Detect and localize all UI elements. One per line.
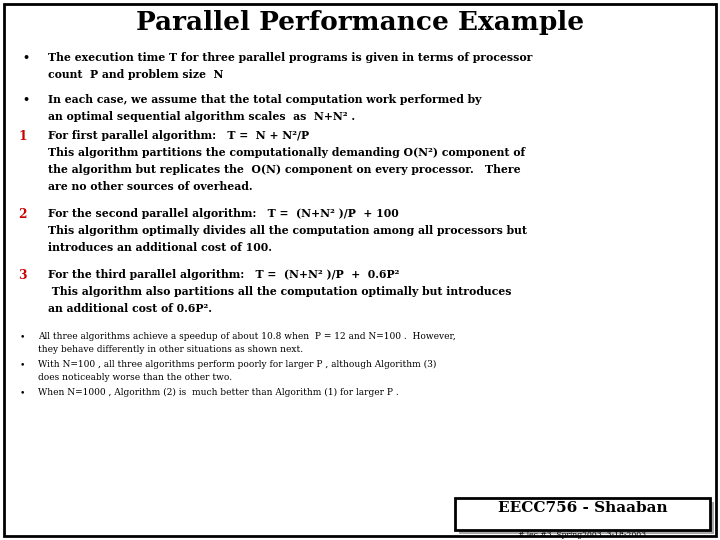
Text: EECC756 - Shaaban: EECC756 - Shaaban bbox=[498, 501, 667, 515]
Bar bbox=[455, 498, 710, 530]
Text: introduces an additional cost of 100.: introduces an additional cost of 100. bbox=[48, 242, 272, 253]
Text: •: • bbox=[22, 52, 29, 63]
Text: 2: 2 bbox=[18, 208, 27, 221]
Text: For first parallel algorithm:   T =  N + N²/P: For first parallel algorithm: T = N + N²… bbox=[48, 130, 309, 141]
Text: they behave differently in other situations as shown next.: they behave differently in other situati… bbox=[38, 345, 303, 354]
Text: count  P and problem size  N: count P and problem size N bbox=[48, 69, 223, 80]
Text: Parallel Performance Example: Parallel Performance Example bbox=[136, 10, 584, 35]
Text: 3: 3 bbox=[18, 269, 27, 282]
Bar bbox=[459, 502, 714, 534]
Text: an optimal sequential algorithm scales  as  N+N² .: an optimal sequential algorithm scales a… bbox=[48, 111, 355, 122]
Text: When N=1000 , Algorithm (2) is  much better than Algorithm (1) for larger P .: When N=1000 , Algorithm (2) is much bett… bbox=[38, 388, 399, 397]
Text: •: • bbox=[22, 94, 29, 105]
Text: the algorithm but replicates the  O(N) component on every processor.   There: the algorithm but replicates the O(N) co… bbox=[48, 164, 521, 175]
Text: •: • bbox=[20, 332, 25, 341]
Text: In each case, we assume that the total computation work performed by: In each case, we assume that the total c… bbox=[48, 94, 482, 105]
Text: # lec #3  Spring2003  3-18-2003: # lec #3 Spring2003 3-18-2003 bbox=[518, 531, 647, 539]
Text: •: • bbox=[20, 388, 25, 397]
Text: The execution time T for three parallel programs is given in terms of processor: The execution time T for three parallel … bbox=[48, 52, 532, 63]
Text: This algorithm optimally divides all the computation among all processors but: This algorithm optimally divides all the… bbox=[48, 225, 527, 236]
Text: For the third parallel algorithm:   T =  (N+N² )/P  +  0.6P²: For the third parallel algorithm: T = (N… bbox=[48, 269, 400, 280]
Text: For the second parallel algorithm:   T =  (N+N² )/P  + 100: For the second parallel algorithm: T = (… bbox=[48, 208, 399, 219]
Text: This algorithm partitions the computationally demanding O(N²) component of: This algorithm partitions the computatio… bbox=[48, 147, 525, 158]
Text: are no other sources of overhead.: are no other sources of overhead. bbox=[48, 181, 253, 192]
Text: 1: 1 bbox=[18, 130, 27, 143]
Text: This algorithm also partitions all the computation optimally but introduces: This algorithm also partitions all the c… bbox=[48, 286, 511, 297]
Text: All three algorithms achieve a speedup of about 10.8 when  P = 12 and N=100 .  H: All three algorithms achieve a speedup o… bbox=[38, 332, 456, 341]
Text: does noticeably worse than the other two.: does noticeably worse than the other two… bbox=[38, 373, 232, 382]
Text: With N=100 , all three algorithms perform poorly for larger P , although Algorit: With N=100 , all three algorithms perfor… bbox=[38, 360, 436, 369]
Text: an additional cost of 0.6P².: an additional cost of 0.6P². bbox=[48, 303, 212, 314]
Text: •: • bbox=[20, 360, 25, 369]
